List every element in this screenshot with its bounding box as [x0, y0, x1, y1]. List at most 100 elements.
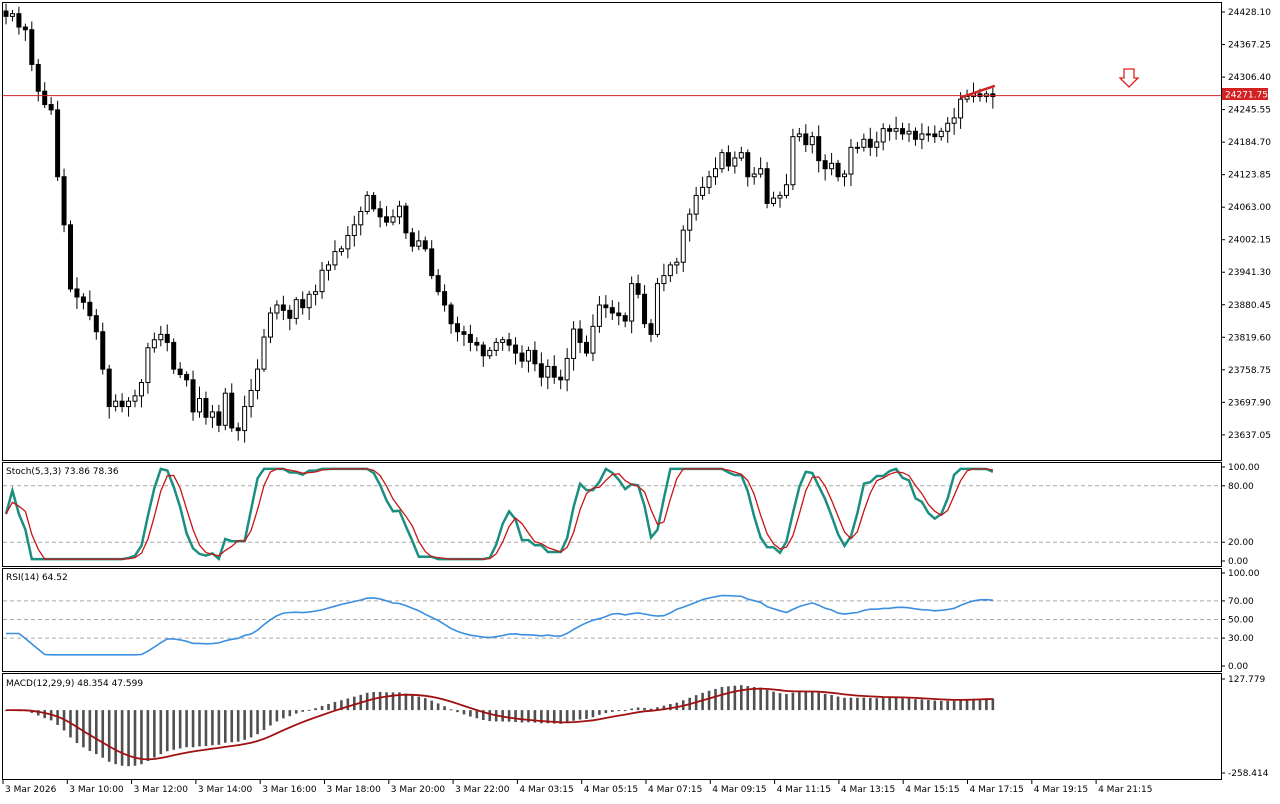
- macd-histogram-bar: [901, 698, 904, 711]
- macd-histogram-bar: [269, 710, 272, 726]
- candle-body: [138, 381, 144, 397]
- candle-body: [609, 307, 615, 314]
- macd-histogram-bar: [165, 710, 169, 752]
- candle-body: [758, 168, 764, 175]
- stoch-axis-label: 0.00: [1228, 557, 1248, 567]
- time-axis-label: 4 Mar 21:15: [1098, 785, 1152, 795]
- candle-body: [945, 122, 951, 132]
- macd-histogram-bar: [656, 707, 659, 711]
- macd-histogram-bar: [772, 691, 775, 711]
- macd-histogram-bar: [436, 703, 440, 711]
- candle-body: [551, 365, 557, 378]
- macd-histogram-bar: [643, 707, 646, 711]
- macd-histogram-bar: [378, 691, 382, 711]
- macd-histogram-bar: [224, 710, 227, 743]
- macd-histogram-bar: [836, 696, 840, 711]
- macd-histogram-bar: [391, 692, 395, 711]
- candle-body: [403, 205, 409, 234]
- candle-body: [319, 269, 325, 293]
- macd-histogram-bar: [449, 709, 453, 711]
- candle-body: [577, 328, 583, 343]
- price-axis-label: 24367.25: [1228, 41, 1271, 51]
- candle-body: [332, 251, 338, 266]
- macd-histogram-bar: [307, 709, 311, 711]
- candle-body: [829, 162, 835, 170]
- candle-body: [635, 283, 641, 295]
- macd-histogram-bar: [469, 710, 472, 717]
- candle-body: [100, 331, 106, 370]
- macd-histogram-bar: [217, 710, 221, 745]
- price-axis-label: 24123.85: [1228, 171, 1271, 181]
- price-axis-label: 23637.05: [1228, 431, 1271, 441]
- macd-histogram-bar: [372, 692, 375, 711]
- candle-body: [364, 194, 370, 212]
- candle-body: [377, 208, 383, 218]
- macd-histogram-bar: [952, 700, 956, 711]
- macd-histogram-bar: [533, 710, 537, 723]
- time-axis-label: 3 Mar 18:00: [327, 785, 382, 795]
- candle-body: [596, 304, 602, 327]
- macd-histogram-bar: [843, 697, 846, 711]
- time-axis-label: 4 Mar 09:15: [712, 785, 766, 795]
- sell-arrow-down-icon[interactable]: [1118, 68, 1140, 88]
- macd-histogram-bar: [714, 688, 717, 711]
- macd-histogram-bar: [720, 687, 724, 711]
- macd-histogram-bar: [636, 707, 640, 711]
- macd-histogram-bar: [95, 710, 98, 755]
- candle-body: [732, 157, 738, 167]
- candle-body: [113, 400, 119, 408]
- macd-histogram-bar: [327, 703, 330, 711]
- candle-body: [184, 373, 190, 381]
- candle-body: [506, 339, 512, 346]
- macd-histogram-bar: [662, 705, 666, 711]
- candle-body: [467, 333, 473, 343]
- candle-body: [106, 368, 112, 408]
- time-axis-label: 4 Mar 07:15: [648, 785, 702, 795]
- macd-histogram-bar: [262, 710, 266, 731]
- price-axis-label: 24245.55: [1228, 106, 1271, 116]
- candle-body: [680, 229, 686, 263]
- candle-body: [887, 128, 893, 132]
- macd-histogram-bar: [243, 710, 246, 740]
- macd-histogram-bar: [804, 691, 808, 711]
- candle-body: [396, 205, 402, 218]
- macd-histogram-bar: [288, 710, 292, 717]
- candle-body: [642, 293, 648, 325]
- candle-body: [164, 333, 170, 343]
- macd-histogram-bar: [546, 710, 550, 724]
- candle-body: [854, 146, 860, 149]
- macd-signal-line: [6, 687, 993, 761]
- stochastic-pane[interactable]: [2, 462, 1222, 567]
- macd-histogram-bar: [740, 685, 743, 711]
- macd-histogram-bar: [385, 692, 388, 711]
- macd-histogram-bar: [978, 698, 982, 711]
- main-price-pane[interactable]: [2, 2, 1222, 461]
- macd-histogram-bar: [959, 699, 962, 711]
- candle-body: [687, 213, 693, 231]
- candle-body: [706, 176, 712, 188]
- candle-body: [126, 400, 132, 408]
- candle-body: [429, 248, 435, 277]
- macd-histogram-bar: [630, 708, 633, 711]
- candle-body: [132, 395, 138, 402]
- stoch-main-line: [4, 467, 994, 561]
- candle-body: [654, 283, 660, 335]
- macd-histogram-bar: [972, 698, 975, 711]
- candle-body: [803, 133, 809, 146]
- candle-body: [525, 349, 531, 362]
- time-axis-label: 3 Mar 2026: [5, 785, 57, 795]
- macd-histogram-bar: [133, 710, 137, 766]
- macd-histogram-bar: [991, 698, 995, 711]
- macd-histogram-bar: [572, 710, 575, 721]
- candle-body: [487, 349, 493, 357]
- macd-histogram-bar: [617, 710, 621, 712]
- candle-body: [932, 133, 938, 138]
- macd-histogram-bar: [598, 710, 601, 715]
- macd-histogram-bar: [920, 699, 924, 711]
- macd-histogram-bar: [849, 697, 853, 711]
- rsi-axis-label: 30.00: [1228, 634, 1254, 644]
- macd-histogram-bar: [578, 710, 582, 720]
- candle-body: [384, 216, 390, 223]
- macd-histogram-bar: [746, 686, 750, 711]
